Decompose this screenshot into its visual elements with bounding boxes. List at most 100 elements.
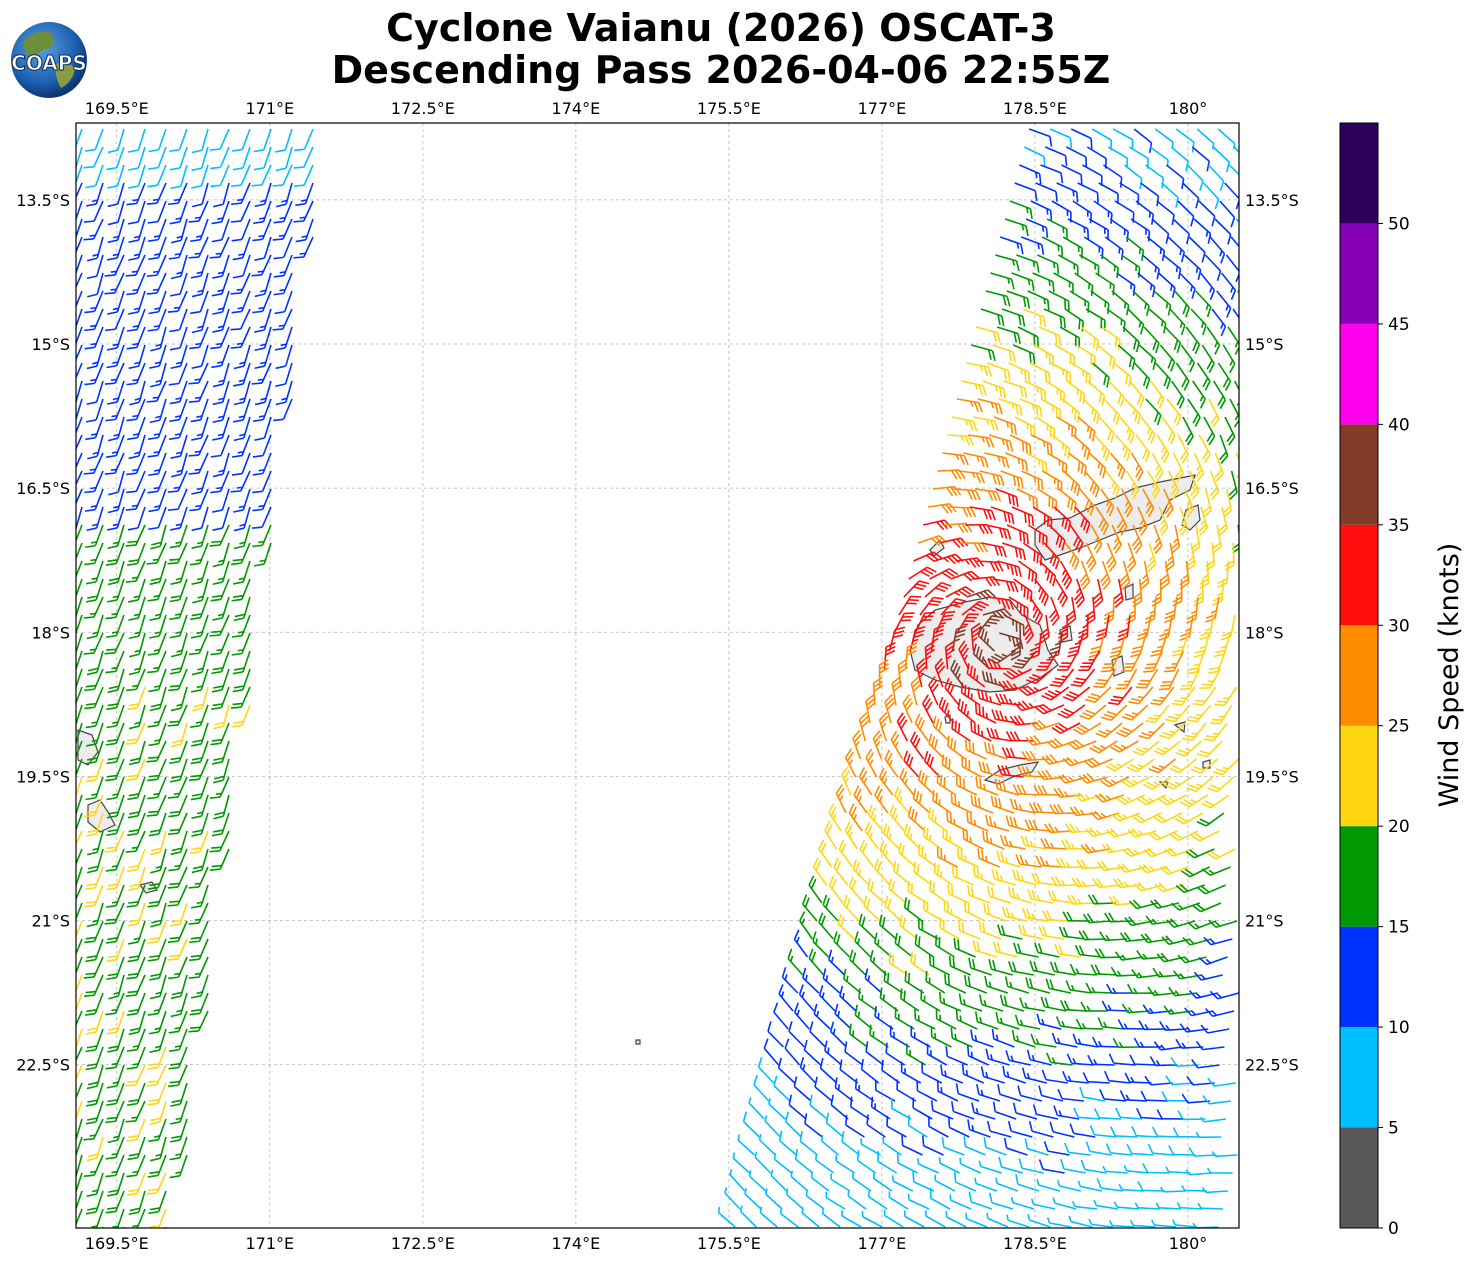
wind-barb — [1098, 416, 1115, 444]
wind-barb — [76, 830, 83, 852]
wind-barb — [85, 1100, 104, 1125]
wind-barb — [210, 434, 230, 458]
wind-barb — [169, 128, 188, 153]
wind-barb — [170, 254, 188, 280]
wind-barb — [1216, 290, 1232, 318]
wind-barb — [1125, 470, 1140, 500]
wind-barb — [933, 862, 954, 886]
wind-barb — [146, 380, 167, 403]
wind-barb — [1205, 1008, 1235, 1018]
wind-barb — [869, 1024, 889, 1048]
wind-barb — [844, 821, 859, 850]
wind-barb — [1182, 416, 1194, 446]
wind-barb — [874, 1079, 896, 1102]
wind-barb — [1135, 1107, 1164, 1120]
wind-barb — [1043, 1141, 1070, 1156]
wind-barb — [849, 949, 867, 976]
wind-barb — [991, 709, 1018, 724]
wind-barb — [127, 920, 146, 945]
wind-barb — [1053, 787, 1082, 798]
wind-barb — [169, 524, 188, 549]
wind-barb — [899, 915, 918, 940]
wind-barb — [996, 326, 1021, 344]
wind-barb — [1048, 596, 1060, 626]
wind-barb — [1120, 254, 1141, 278]
wind-barb — [1203, 722, 1228, 742]
wind-barb — [1185, 1169, 1212, 1176]
wind-barb — [1108, 1053, 1136, 1066]
wind-barb — [106, 686, 125, 711]
wind-barb — [1107, 686, 1133, 706]
wind-barb — [146, 1064, 167, 1087]
wind-barb — [1018, 924, 1044, 940]
wind-barb — [128, 290, 146, 315]
colorbar-tick-label: 45 — [1388, 315, 1410, 335]
wind-barb — [1124, 1072, 1152, 1084]
wind-barb — [985, 524, 1012, 540]
wind-barb — [1119, 416, 1135, 444]
wind-barb — [148, 506, 167, 531]
wind-barb — [188, 236, 209, 259]
wind-barb — [1179, 794, 1209, 808]
wind-barb — [971, 576, 1001, 587]
wind-barb — [86, 1136, 104, 1162]
lat-tick-label-right: 16.5°S — [1245, 479, 1299, 498]
wind-barb — [76, 794, 83, 817]
wind-barb — [939, 917, 960, 940]
wind-barb — [1197, 1202, 1224, 1210]
wind-barb — [941, 754, 962, 778]
wind-barb — [233, 524, 251, 550]
wind-barb — [76, 884, 83, 906]
wind-barb — [1130, 452, 1144, 482]
colorbar-tick-label: 20 — [1388, 817, 1410, 837]
wind-barb — [967, 884, 991, 904]
wind-barb — [1137, 1180, 1165, 1192]
wind-barb — [922, 519, 953, 531]
wind-barb — [1192, 1222, 1219, 1228]
wind-barb — [127, 776, 146, 801]
wind-barb — [839, 1059, 859, 1084]
wind-barb — [1079, 560, 1091, 590]
wind-barb — [1111, 524, 1122, 554]
wind-barb — [1051, 1032, 1078, 1048]
wind-barb — [231, 218, 251, 242]
wind-barb — [76, 920, 83, 942]
wind-barb — [1208, 398, 1220, 428]
wind-barb — [76, 488, 83, 510]
wind-barb — [251, 254, 272, 277]
wind-barb — [942, 452, 969, 466]
wind-barb — [84, 794, 104, 818]
wind-barb — [254, 272, 272, 298]
wind-barb — [231, 632, 251, 656]
wind-barb — [1220, 272, 1237, 301]
wind-barb — [874, 1006, 894, 1030]
wind-barb — [950, 1101, 975, 1120]
wind-barb — [966, 811, 989, 832]
wind-barb — [1208, 919, 1238, 929]
wind-barb — [1089, 1124, 1117, 1138]
wind-barb — [1126, 983, 1155, 995]
wind-barb — [957, 698, 976, 724]
wind-barb — [828, 949, 846, 976]
wind-barb — [773, 1075, 791, 1102]
wind-barb — [1022, 542, 1043, 566]
wind-barb — [983, 1137, 1007, 1156]
wind-barb — [913, 861, 933, 886]
lon-tick-label-bottom: 171°E — [246, 1234, 295, 1253]
wind-barb — [1195, 1131, 1222, 1139]
wind-barb — [778, 1130, 798, 1156]
wind-barb — [211, 686, 230, 710]
wind-barb — [916, 1080, 938, 1102]
wind-barb — [805, 1189, 825, 1210]
wind-barb — [822, 968, 841, 994]
wind-barb — [1132, 290, 1150, 317]
wind-barb — [977, 848, 1000, 868]
wind-barb — [872, 676, 884, 706]
lon-tick-label-bottom: 177°E — [858, 1234, 907, 1253]
colorbar-bin-4 — [1340, 725, 1378, 827]
wind-barb — [1034, 578, 1049, 607]
wind-barb — [724, 1187, 741, 1210]
wind-barb — [945, 1046, 968, 1066]
wind-barb — [1133, 362, 1151, 390]
wind-barb — [848, 876, 865, 904]
